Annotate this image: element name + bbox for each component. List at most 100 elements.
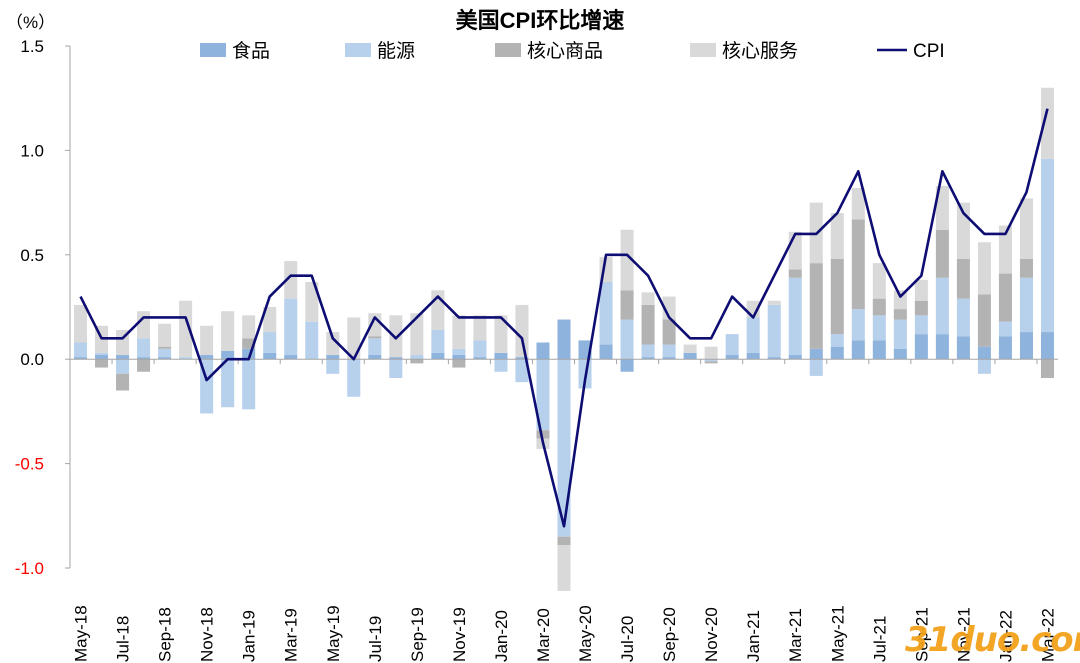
bar-segment-s1-Nov-21 <box>956 298 970 337</box>
bar-segment-s3-Jan-20 <box>494 315 508 353</box>
x-tick-label: Sep-20 <box>660 607 679 662</box>
x-tick-label: Jan-20 <box>492 610 511 662</box>
bar-segment-s2-Mar-20 <box>536 430 550 439</box>
bar-segment-s1-Jun-20 <box>599 281 613 345</box>
bar-segment-s1-Oct-21 <box>935 277 949 335</box>
bar-segment-s1-Feb-22 <box>1019 277 1033 333</box>
bar-segment-s1-Apr-20 <box>557 359 571 537</box>
bar-segment-s3-Jan-19 <box>242 315 256 339</box>
bar-segment-s3-Jul-20 <box>620 229 634 291</box>
x-tick-label: Mar-20 <box>534 608 553 662</box>
bar-segment-s3-Sep-19 <box>410 313 424 356</box>
bar-segment-s1-Sep-20 <box>662 344 676 358</box>
bar-segment-s0-Nov-19 <box>452 355 466 360</box>
bar-segment-s1-Mar-21 <box>788 277 802 356</box>
bar-segment-s0-Mar-20 <box>536 342 550 360</box>
bar-segment-s1-Jan-20 <box>494 359 508 372</box>
bar-segment-s3-Feb-19 <box>263 307 277 333</box>
bar-segment-s0-Aug-18 <box>137 357 151 360</box>
bar-segment-s0-Dec-19 <box>473 357 487 360</box>
bar-segment-s3-Aug-18 <box>137 311 151 339</box>
bar-segment-s0-Jan-19 <box>242 348 256 360</box>
bar-segment-s0-Apr-21 <box>809 348 823 360</box>
bar-segment-s1-Jul-20 <box>620 319 634 360</box>
x-tick-label: Jan-22 <box>996 610 1015 662</box>
bar-segment-s0-Jul-19 <box>368 355 382 360</box>
bar-segment-s0-Oct-20 <box>683 352 697 360</box>
bar-segment-s0-Jul-20 <box>620 359 634 372</box>
bar-segment-s3-Oct-18 <box>179 300 193 358</box>
bar-segment-s2-Apr-21 <box>809 263 823 349</box>
bar-segment-s3-Feb-21 <box>767 300 781 305</box>
bar-segment-s2-Mar-22 <box>1040 359 1054 378</box>
bar-segment-s1-Jan-21 <box>746 317 760 353</box>
bar-segment-s2-Sep-19 <box>410 359 424 364</box>
bar-segment-s2-Nov-19 <box>452 359 466 368</box>
bar-segment-s1-Jun-19 <box>347 359 361 397</box>
legend-swatch-3 <box>690 43 716 57</box>
bar-segment-s1-Jul-19 <box>368 338 382 356</box>
bar-segment-s0-Dec-20 <box>725 355 739 360</box>
stacked-bars <box>73 87 1054 591</box>
bar-segment-s2-Oct-21 <box>935 229 949 278</box>
bar-segment-s0-Oct-21 <box>935 334 949 360</box>
x-tick-label: Sep-21 <box>912 607 931 662</box>
bar-segment-s1-Apr-21 <box>809 359 823 376</box>
bar-segment-s3-Mar-22 <box>1040 87 1054 159</box>
bar-segment-s3-Jul-21 <box>872 263 886 299</box>
bar-segment-s3-Apr-19 <box>305 281 319 322</box>
bar-segment-s1-May-18 <box>73 342 88 358</box>
bar-segment-s3-Feb-20 <box>515 304 529 358</box>
bar-segment-s1-Mar-19 <box>284 298 298 356</box>
cpi-line-layer <box>79 108 1049 528</box>
bar-segment-s0-Jun-18 <box>95 355 109 360</box>
x-tick-label: Sep-19 <box>408 607 427 662</box>
bar-segment-s0-Mar-22 <box>1040 332 1054 360</box>
bar-segment-s1-Sep-21 <box>914 315 928 335</box>
bar-segment-s3-Jun-19 <box>347 317 361 360</box>
bar-segment-s1-Mar-22 <box>1040 158 1054 333</box>
bar-segment-s3-Nov-20 <box>704 346 718 360</box>
x-tick-label: Mar-22 <box>1038 608 1057 662</box>
watermark-logo: 31duo.com <box>905 620 1080 660</box>
bar-segment-s1-Dec-18 <box>221 359 235 408</box>
bar-segment-s2-Apr-20 <box>557 536 571 546</box>
x-tick-label: Jan-21 <box>744 610 763 662</box>
bar-segment-s1-May-19 <box>326 359 340 374</box>
bar-segment-s0-Feb-22 <box>1019 332 1033 360</box>
bar-segment-s2-Feb-22 <box>1019 258 1033 278</box>
x-tick-labels: May-18 Jul-18 Sep-18 Nov-18 Jan-19 Mar-19 May-… <box>72 605 1058 662</box>
bar-segment-s0-Apr-20 <box>557 319 571 360</box>
legend-label-2: 核心商品 <box>527 40 603 62</box>
bar-segment-s2-Nov-21 <box>956 258 970 299</box>
bar-segment-s3-Sep-21 <box>914 279 928 301</box>
bar-segment-s3-Nov-19 <box>452 315 466 349</box>
bar-segment-s2-Sep-20 <box>662 319 676 345</box>
bar-segment-s0-May-18 <box>73 357 88 360</box>
y-tick-label: 1.0 <box>20 141 44 160</box>
bar-segment-s0-Oct-19 <box>431 352 445 360</box>
bar-segment-s0-Aug-19 <box>389 357 403 360</box>
y-tick-labels: 1.5 1.0 0.5 0.0 -0.5 -1.0 <box>15 37 44 578</box>
x-tick-label: Nov-21 <box>954 607 973 662</box>
cpi-line <box>79 108 1049 528</box>
bar-segment-s2-Aug-18 <box>137 359 151 372</box>
bar-segment-s0-Mar-21 <box>788 355 802 360</box>
bar-segment-s1-Dec-19 <box>473 340 487 358</box>
bar-segment-s3-Aug-19 <box>389 315 403 358</box>
bar-segment-s2-Dec-21 <box>977 294 991 347</box>
legend-label-4: CPI <box>913 41 945 62</box>
bar-segment-s2-Jul-19 <box>368 336 382 339</box>
legend-label-3: 核心服务 <box>722 40 798 62</box>
bar-segment-s1-Nov-20 <box>704 359 718 362</box>
x-tick-label: Jul-20 <box>618 616 637 662</box>
bar-segment-s1-Mar-20 <box>536 359 550 431</box>
x-tick-label: Nov-19 <box>450 607 469 662</box>
bar-segment-s1-Aug-19 <box>389 359 403 378</box>
bar-segment-s0-Dec-18 <box>221 350 235 360</box>
chart-legend: 食品 能源 核心商品 核心服务 CPI <box>200 40 945 62</box>
bar-segment-s1-Jul-18 <box>116 359 130 374</box>
bar-segment-s0-May-19 <box>326 355 340 360</box>
x-tick-label: May-20 <box>576 605 595 662</box>
